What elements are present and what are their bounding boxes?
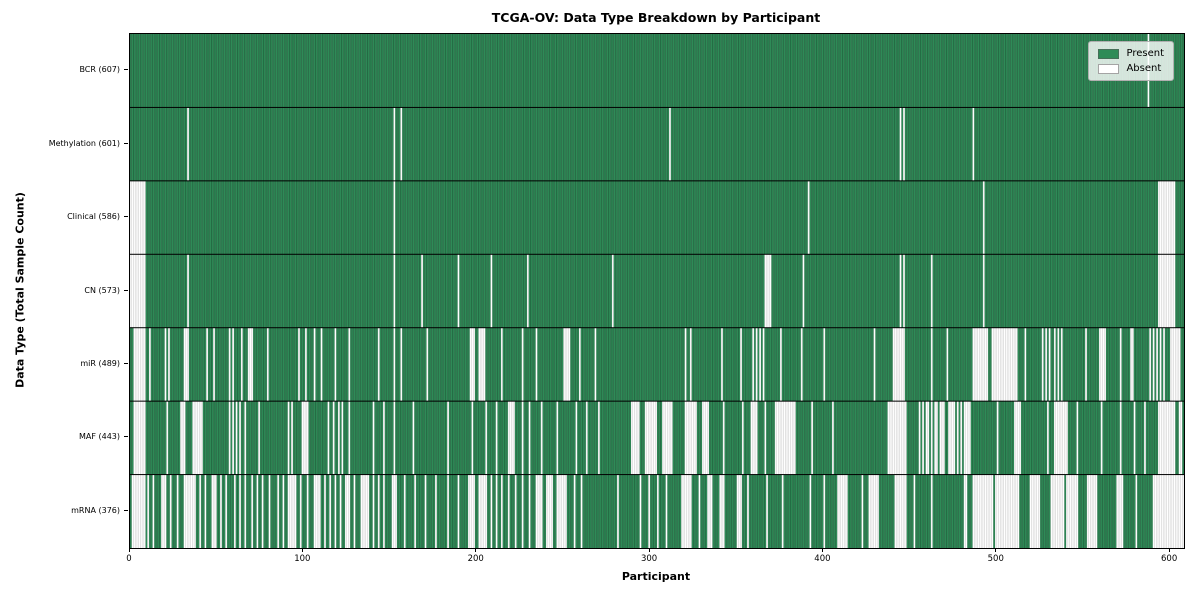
y-tick-mark bbox=[124, 216, 128, 218]
x-tick-mark bbox=[128, 548, 130, 552]
y-tick-label-Clinical: Clinical (586) bbox=[67, 212, 120, 222]
plot-area: Present Absent bbox=[129, 33, 1185, 549]
y-tick-label-BCR: BCR (607) bbox=[79, 65, 120, 75]
x-tick-mark bbox=[301, 548, 303, 552]
present-swatch bbox=[1098, 48, 1120, 59]
x-tick-label: 200 bbox=[467, 554, 484, 564]
y-tick-mark bbox=[124, 509, 128, 511]
x-tick-mark bbox=[475, 548, 477, 552]
x-tick-label: 100 bbox=[294, 554, 311, 564]
x-tick-label: 600 bbox=[1161, 554, 1178, 564]
presence-matrix-canvas bbox=[130, 34, 1184, 548]
x-axis-label: Participant bbox=[621, 570, 691, 583]
y-tick-mark bbox=[124, 69, 128, 71]
y-axis: BCR (607) Methylation (601) Clinical (586)… bbox=[0, 33, 129, 547]
y-tick-label-CN: CN (573) bbox=[84, 285, 120, 295]
legend-item-present: Present bbox=[1098, 48, 1164, 59]
x-tick-mark bbox=[821, 548, 823, 552]
y-tick-mark bbox=[124, 362, 128, 364]
y-tick-label-miR: miR (489) bbox=[80, 358, 120, 368]
absent-swatch bbox=[1098, 63, 1120, 74]
y-tick-label-Methylation: Methylation (601) bbox=[48, 138, 120, 148]
legend-label-present: Present bbox=[1126, 48, 1164, 59]
chart-title: TCGA-OV: Data Type Breakdown by Particip… bbox=[491, 10, 821, 25]
x-tick-label: 0 bbox=[126, 554, 132, 564]
x-tick-label: 500 bbox=[987, 554, 1004, 564]
y-tick-mark bbox=[124, 436, 128, 438]
x-tick-mark bbox=[648, 548, 650, 552]
x-tick-label: 300 bbox=[640, 554, 658, 564]
x-tick-mark bbox=[1168, 548, 1170, 552]
y-tick-mark bbox=[124, 289, 128, 291]
y-tick-label-mRNA: mRNA (376) bbox=[71, 505, 120, 515]
x-axis: 0 100 200 300 400 500 600 bbox=[126, 548, 1183, 570]
y-tick-label-MAF: MAF (443) bbox=[78, 432, 120, 442]
legend-label-absent: Absent bbox=[1126, 63, 1162, 74]
legend: Present Absent bbox=[1088, 41, 1174, 81]
x-tick-label: 400 bbox=[814, 554, 831, 564]
legend-item-absent: Absent bbox=[1098, 63, 1164, 74]
y-tick-mark bbox=[124, 142, 128, 144]
x-tick-mark bbox=[995, 548, 997, 552]
